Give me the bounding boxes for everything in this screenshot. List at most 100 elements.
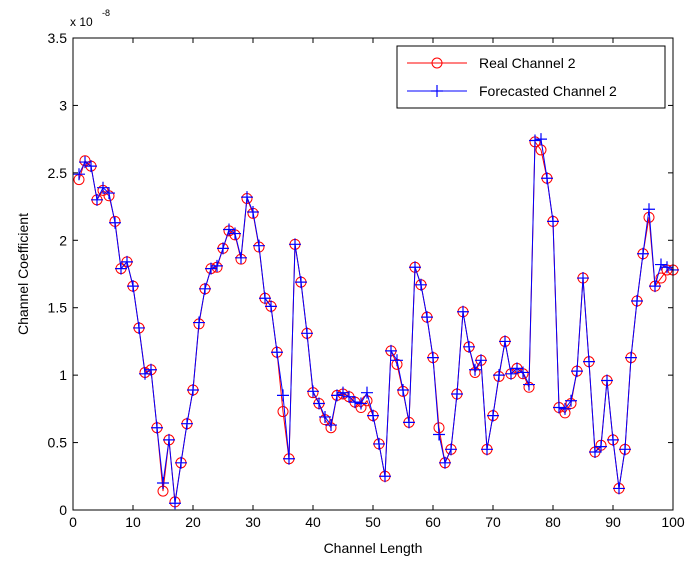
data-point-plus bbox=[541, 172, 553, 185]
data-point-plus bbox=[349, 396, 361, 409]
data-point-plus bbox=[577, 272, 589, 285]
data-point-plus bbox=[97, 181, 109, 194]
data-point-plus bbox=[169, 497, 181, 510]
x-tick-label: 50 bbox=[365, 514, 381, 530]
data-point-plus bbox=[187, 383, 199, 396]
data-point-plus bbox=[235, 251, 247, 264]
data-point-plus bbox=[109, 216, 121, 229]
data-point-plus bbox=[289, 238, 301, 251]
x-tick-label: 60 bbox=[425, 514, 441, 530]
data-point-plus bbox=[247, 205, 259, 218]
data-point-plus bbox=[181, 417, 193, 430]
data-point-plus bbox=[523, 378, 535, 391]
x-tick-label: 90 bbox=[605, 514, 621, 530]
data-point-plus bbox=[91, 193, 103, 206]
y-scale-label-base: x 10 bbox=[70, 15, 93, 29]
data-point-plus bbox=[439, 456, 451, 469]
data-point-circle bbox=[655, 272, 667, 284]
data-point-plus bbox=[481, 443, 493, 456]
legend-real-label: Real Channel 2 bbox=[479, 55, 576, 71]
data-point-plus bbox=[199, 282, 211, 295]
data-point-plus bbox=[559, 402, 571, 415]
legend-box bbox=[396, 45, 666, 109]
data-point-plus bbox=[547, 215, 559, 228]
data-point-plus bbox=[193, 316, 205, 329]
x-tick-label: 20 bbox=[185, 514, 201, 530]
x-tick-label: 10 bbox=[125, 514, 141, 530]
data-point-plus bbox=[613, 482, 625, 495]
x-tick-label: 40 bbox=[305, 514, 321, 530]
data-point-plus bbox=[607, 433, 619, 446]
data-point-plus bbox=[565, 394, 577, 407]
data-point-plus bbox=[379, 470, 391, 483]
data-point-plus bbox=[163, 433, 175, 446]
data-point-plus bbox=[277, 389, 289, 402]
data-point-plus bbox=[253, 239, 265, 252]
y-tick-label: 2.5 bbox=[48, 165, 68, 181]
legend-real-circle-marker bbox=[431, 57, 443, 69]
data-point-plus bbox=[331, 389, 343, 402]
data-point-plus bbox=[127, 280, 139, 293]
data-point-plus bbox=[385, 344, 397, 357]
data-point-plus bbox=[265, 300, 277, 313]
data-point-plus bbox=[529, 134, 541, 147]
data-point-plus bbox=[421, 311, 433, 324]
y-tick-label: 3 bbox=[59, 97, 67, 113]
y-tick-label: 0.5 bbox=[48, 435, 68, 451]
data-point-plus bbox=[313, 397, 325, 410]
data-point-plus bbox=[475, 354, 487, 367]
data-point-plus bbox=[595, 440, 607, 453]
data-point-plus bbox=[457, 305, 469, 318]
data-point-plus bbox=[373, 437, 385, 450]
data-point-plus bbox=[445, 443, 457, 456]
y-tick-label: 1 bbox=[59, 367, 67, 383]
data-point-plus bbox=[211, 259, 223, 272]
data-point-plus bbox=[217, 242, 229, 255]
data-point-plus bbox=[655, 258, 667, 271]
data-point-plus bbox=[133, 321, 145, 334]
data-point-plus bbox=[571, 365, 583, 378]
data-point-plus bbox=[115, 262, 127, 275]
data-point-plus bbox=[259, 292, 271, 305]
data-point-plus bbox=[103, 187, 115, 200]
data-point-plus bbox=[307, 385, 319, 398]
y-tick-label: 0 bbox=[59, 502, 67, 518]
x-axis-label: Channel Length bbox=[324, 540, 423, 556]
data-point-plus bbox=[631, 294, 643, 307]
data-point-plus bbox=[637, 247, 649, 260]
legend-forecast-label: Forecasted Channel 2 bbox=[479, 83, 617, 99]
data-point-plus bbox=[301, 327, 313, 340]
data-point-plus bbox=[535, 133, 547, 146]
y-scale-label-exponent: -8 bbox=[102, 8, 110, 18]
data-point-plus bbox=[601, 374, 613, 387]
x-tick-label: 0 bbox=[69, 514, 77, 530]
x-tick-label: 30 bbox=[245, 514, 261, 530]
data-point-plus bbox=[325, 419, 337, 432]
series-forecasted-channel-2 bbox=[73, 133, 679, 510]
data-point-plus bbox=[145, 363, 157, 376]
data-point-plus bbox=[157, 477, 169, 490]
data-point-plus bbox=[229, 227, 241, 240]
data-point-plus bbox=[487, 409, 499, 422]
data-point-plus bbox=[241, 191, 253, 204]
plot-area-background bbox=[73, 38, 673, 510]
data-point-plus bbox=[433, 428, 445, 441]
data-point-plus bbox=[205, 262, 217, 275]
data-point-plus bbox=[121, 255, 133, 268]
data-point-plus bbox=[469, 363, 481, 376]
x-tick-label: 80 bbox=[545, 514, 561, 530]
data-point-plus bbox=[583, 355, 595, 368]
data-point-plus bbox=[355, 397, 367, 410]
data-point-plus bbox=[271, 346, 283, 359]
data-point-plus bbox=[625, 351, 637, 364]
data-point-plus bbox=[649, 280, 661, 293]
data-point-plus bbox=[85, 160, 97, 173]
data-point-plus bbox=[409, 261, 421, 274]
data-point-plus bbox=[499, 335, 511, 348]
data-point-plus bbox=[295, 276, 307, 289]
data-point-plus bbox=[451, 388, 463, 401]
data-point-plus bbox=[505, 367, 517, 380]
data-point-plus bbox=[619, 443, 631, 456]
data-point-plus bbox=[175, 456, 187, 469]
